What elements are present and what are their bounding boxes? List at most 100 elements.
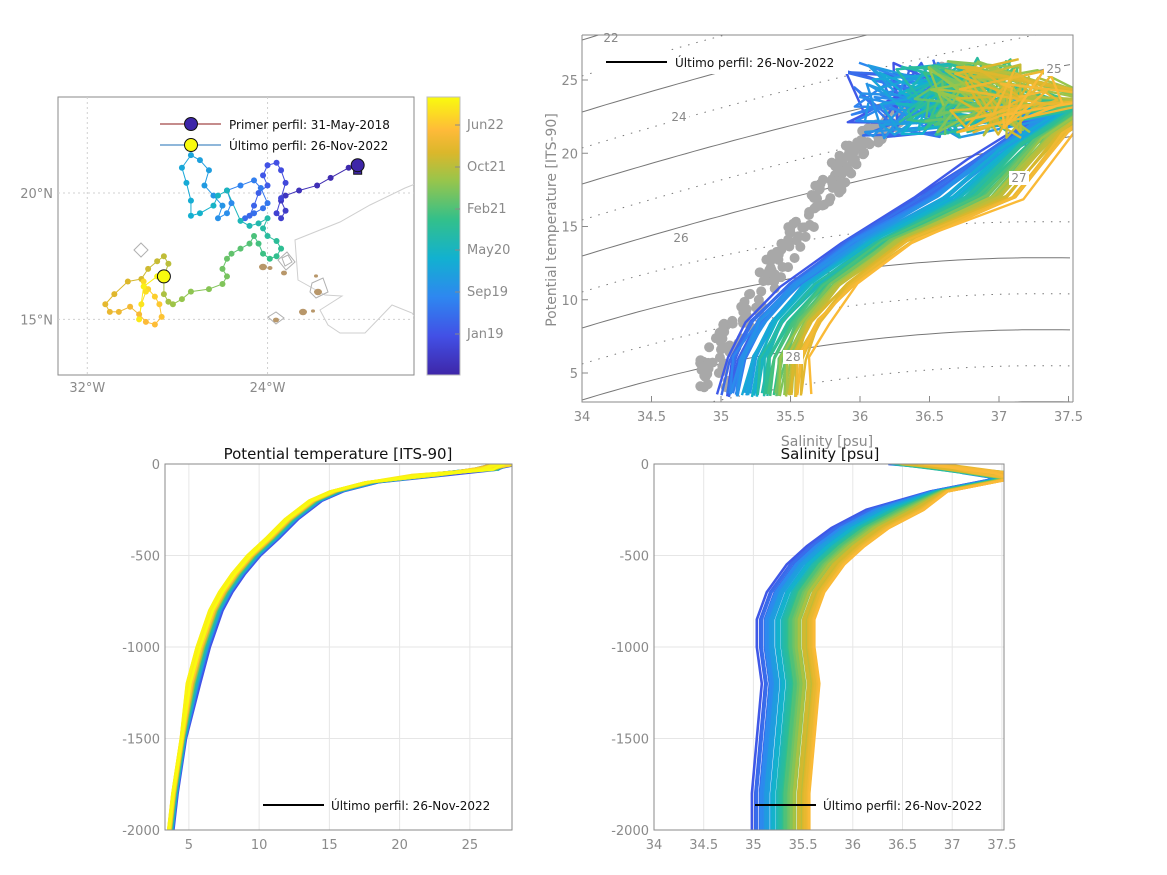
colorbar-tick-label: Feb21 <box>467 202 507 217</box>
track-point <box>296 187 303 194</box>
track-point <box>196 210 203 217</box>
colorbar-tick-label: Sep19 <box>467 285 508 300</box>
track-point <box>214 192 221 199</box>
sal-ytick-label: 0 <box>641 458 649 473</box>
ts-xtick-label: 35.5 <box>776 410 805 425</box>
track-point <box>242 215 249 222</box>
map-xtick-label: 24°W <box>250 381 286 396</box>
map-axes-box <box>57 96 415 376</box>
temp-xtick-label: 25 <box>462 838 479 853</box>
ts-profile-line <box>787 70 1073 395</box>
ts-xtick-label: 36.5 <box>915 410 944 425</box>
ts-profile-line <box>715 69 1027 395</box>
track-point <box>187 197 194 204</box>
climatology-point <box>846 153 857 164</box>
ts-axes-box <box>582 34 1074 402</box>
track-point <box>314 182 321 189</box>
density-contour <box>582 35 870 113</box>
sal-ytick-label: -500 <box>619 550 649 565</box>
climatology-point <box>800 231 811 242</box>
temp-ytick-label: -1000 <box>122 641 160 656</box>
temperature-profiles <box>166 464 512 830</box>
ts-xtick-label: 35 <box>713 410 730 425</box>
track-point <box>145 265 152 272</box>
sal-xtick-label: 35 <box>745 838 762 853</box>
track-point <box>219 281 226 288</box>
track-point <box>165 260 172 267</box>
ts-ytick-label: 10 <box>561 294 578 309</box>
track-point <box>165 298 172 305</box>
climatology-point <box>832 159 843 170</box>
climatology-point <box>714 352 725 363</box>
track-point <box>154 258 161 265</box>
track-point <box>142 318 149 325</box>
track-point <box>282 192 289 199</box>
density-label: 26 <box>673 231 688 245</box>
island-outline <box>133 242 149 258</box>
track-point <box>260 172 267 179</box>
track-point <box>210 192 217 199</box>
climatology-point <box>793 231 804 242</box>
track-point <box>187 288 194 295</box>
ts-legend-label: Último perfil: 26-Nov-2022 <box>675 55 834 70</box>
track-point <box>205 286 212 293</box>
climatology-point <box>715 344 726 355</box>
climatology-point <box>836 180 847 191</box>
track-segment <box>113 281 129 295</box>
track-point <box>255 220 262 227</box>
track-point <box>228 250 235 257</box>
colorbar-tick-label: Oct21 <box>467 160 506 175</box>
track-point <box>278 245 285 252</box>
track-point <box>237 217 244 224</box>
temp-legend-label: Último perfil: 26-Nov-2022 <box>331 798 490 813</box>
climatology-point <box>702 368 713 379</box>
track-point <box>273 159 280 166</box>
track-point <box>140 278 147 285</box>
climatology-point <box>756 286 767 297</box>
ts-tick-labels: 34 34.5 35 35.5 36 36.5 37 37.5 5 10 15 20 25 <box>561 74 1083 425</box>
map-tick-labels: 32°W 24°W 15°N 20°N <box>20 187 285 396</box>
ts-profile-line <box>778 66 1073 396</box>
temp-ytick-label: 0 <box>152 458 160 473</box>
track-point <box>264 200 271 207</box>
sal-tick-labels: 34 34.5 35 35.5 36 36.5 37 37.5 -2000 -1500 -1000 -… <box>611 458 1016 853</box>
island <box>267 266 273 270</box>
ts-xtick-label: 37 <box>991 410 1008 425</box>
track-point <box>223 187 230 194</box>
track-point <box>136 311 143 318</box>
density-label-bg <box>671 231 691 245</box>
temp-xtick-label: 10 <box>251 838 268 853</box>
island <box>299 308 307 316</box>
climatology-point <box>804 207 815 218</box>
climatology-point <box>810 180 821 191</box>
track-point <box>151 293 158 300</box>
track-point <box>251 233 258 239</box>
climatology-point <box>699 382 710 393</box>
temp-ytick-label: -1500 <box>122 733 160 748</box>
density-label-bg <box>1009 171 1029 185</box>
track-point <box>219 265 226 272</box>
track-segment <box>190 288 210 293</box>
climatology-point <box>873 137 884 148</box>
ts-xlabel: Salinity [psu] <box>781 434 873 450</box>
track-point <box>102 301 109 308</box>
climatology-point <box>785 223 796 234</box>
climatology-point <box>736 301 747 312</box>
density-contour <box>582 35 601 41</box>
ts-profile-line <box>764 58 1073 395</box>
climatology-point <box>718 319 729 330</box>
legend-last-marker <box>184 138 198 152</box>
track-point <box>260 205 267 212</box>
track-point <box>187 212 194 219</box>
track-point <box>214 215 221 222</box>
ts-ylabel: Potential temperature [ITS-90] <box>544 113 560 327</box>
track-point <box>246 222 253 229</box>
density-contour <box>582 329 1071 401</box>
track-point <box>140 283 147 290</box>
ts-profiles <box>715 56 1073 398</box>
ts-profile-line <box>740 71 1055 396</box>
track-point <box>278 167 285 174</box>
track-point <box>151 321 158 328</box>
track-segment <box>330 167 349 179</box>
island-outline <box>309 277 329 299</box>
